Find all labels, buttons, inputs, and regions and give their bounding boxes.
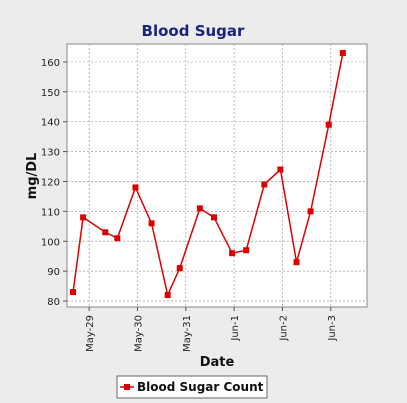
x-tick-label: Jun-1 [230, 315, 241, 342]
data-point [176, 265, 183, 272]
data-point [70, 289, 77, 296]
data-point [114, 235, 121, 242]
data-point [261, 181, 268, 188]
legend-label: Blood Sugar Count [137, 380, 264, 394]
x-axis-ticks: May-29 May-30 May-31 Jun-1 Jun-2 Jun-3 [85, 307, 338, 352]
x-tick-label: Jun-3 [327, 315, 338, 342]
y-tick-label: 90 [47, 267, 60, 278]
data-point [229, 250, 236, 257]
data-point [277, 166, 284, 173]
data-point [339, 49, 346, 56]
legend-box [116, 375, 268, 399]
data-point [132, 184, 139, 191]
data-point [325, 121, 332, 128]
plot-area [66, 43, 368, 308]
data-point [210, 214, 217, 221]
y-axis-title: mg/DL [25, 153, 40, 200]
data-point [196, 205, 203, 212]
data-point [102, 229, 109, 236]
x-tick-label: May-30 [133, 315, 144, 352]
y-tick-label: 130 [41, 148, 60, 159]
y-tick-label: 160 [41, 58, 60, 69]
chart-title: Blood Sugar [142, 22, 245, 40]
data-point [307, 208, 314, 215]
legend: Blood Sugar Count [116, 375, 268, 399]
y-tick-label: 120 [41, 177, 60, 188]
data-point [164, 292, 171, 299]
y-axis-ticks: 80 90 100 110 120 130 140 150 160 [41, 58, 67, 308]
y-tick-label: 80 [47, 297, 60, 308]
data-point [80, 214, 87, 221]
legend-marker [124, 384, 130, 390]
y-tick-label: 150 [41, 88, 60, 99]
y-tick-label: 140 [41, 118, 60, 129]
data-point [148, 220, 155, 227]
x-axis-title: Date [200, 355, 235, 370]
data-point [293, 259, 300, 266]
y-tick-label: 100 [41, 237, 60, 248]
x-tick-label: May-31 [182, 315, 193, 352]
data-point [243, 247, 250, 254]
x-tick-label: Jun-2 [278, 315, 289, 342]
data-series [70, 49, 346, 299]
x-tick-label: May-29 [85, 315, 96, 352]
y-tick-label: 110 [41, 207, 60, 218]
